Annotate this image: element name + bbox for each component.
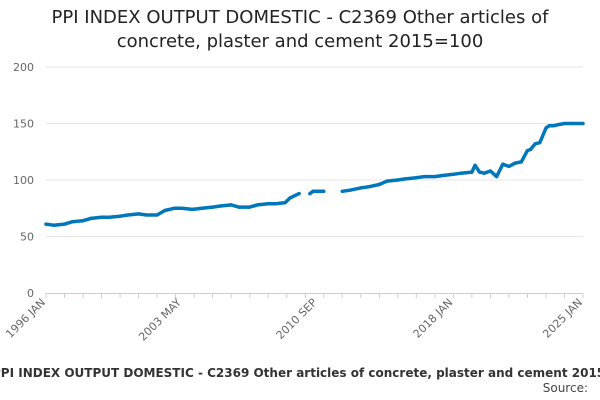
x-tick-label: 2025 JAN bbox=[540, 296, 585, 341]
data-point bbox=[288, 196, 292, 200]
x-tick-label: 2018 JAN bbox=[411, 296, 456, 341]
data-point bbox=[297, 192, 301, 196]
data-point bbox=[422, 175, 426, 179]
data-point bbox=[377, 182, 381, 187]
data-point bbox=[266, 202, 270, 206]
data-point bbox=[451, 172, 455, 176]
data-point bbox=[482, 171, 486, 175]
chart-title: PPI INDEX OUTPUT DOMESTIC - C2369 Other … bbox=[51, 7, 549, 52]
data-point bbox=[62, 222, 67, 226]
chart-caption: PPI INDEX OUTPUT DOMESTIC - C2369 Other … bbox=[0, 364, 600, 384]
data-point bbox=[126, 213, 130, 217]
y-tick-label: 0 bbox=[27, 287, 34, 300]
x-axis bbox=[45, 293, 584, 298]
data-point bbox=[229, 203, 233, 207]
data-point bbox=[118, 214, 122, 218]
caption-text: PPI INDEX OUTPUT DOMESTIC - C2369 Other … bbox=[0, 366, 600, 380]
data-point bbox=[163, 208, 167, 213]
data-point bbox=[385, 179, 389, 183]
data-point bbox=[414, 176, 418, 180]
data-point bbox=[100, 215, 104, 219]
data-point bbox=[501, 162, 505, 166]
data-point bbox=[470, 170, 474, 174]
x-axis-tick-labels: 1996 JAN 2003 MAY 2010 SEP 2018 JAN 2025 JAN bbox=[3, 296, 585, 344]
data-point bbox=[519, 160, 523, 164]
data-point bbox=[478, 170, 482, 174]
data-point bbox=[433, 175, 437, 179]
data-point bbox=[248, 205, 252, 209]
data-point bbox=[581, 121, 585, 126]
x-tick-label: 2010 SEP bbox=[274, 296, 320, 342]
data-point bbox=[507, 164, 511, 168]
data-point bbox=[311, 189, 315, 193]
data-point bbox=[180, 206, 184, 210]
data-point bbox=[155, 213, 159, 217]
data-point bbox=[396, 178, 400, 182]
data-point bbox=[255, 203, 259, 207]
data-point bbox=[403, 177, 408, 181]
data-point bbox=[459, 171, 463, 175]
y-axis-tick-labels: 0 50 100 150 200 bbox=[13, 61, 34, 300]
data-point bbox=[359, 186, 363, 190]
y-tick-label: 150 bbox=[13, 118, 34, 131]
data-point bbox=[44, 222, 48, 226]
series-line bbox=[44, 121, 585, 227]
data-point bbox=[562, 121, 567, 126]
data-point bbox=[322, 189, 326, 193]
y-tick-label: 200 bbox=[13, 61, 34, 74]
data-point bbox=[544, 126, 548, 130]
data-point bbox=[308, 192, 312, 196]
data-point bbox=[533, 142, 537, 146]
gridlines bbox=[46, 66, 583, 237]
data-point bbox=[218, 204, 222, 208]
data-point bbox=[495, 175, 499, 179]
source-label: Source: bbox=[542, 381, 588, 395]
data-point bbox=[237, 205, 241, 209]
data-point bbox=[200, 206, 204, 210]
data-point bbox=[556, 123, 560, 127]
data-point bbox=[488, 169, 492, 173]
data-point bbox=[348, 188, 352, 192]
x-tick-label: 2003 MAY bbox=[136, 296, 184, 344]
data-point bbox=[137, 212, 141, 216]
data-point bbox=[340, 189, 344, 193]
data-point bbox=[316, 189, 320, 193]
series-segment bbox=[340, 121, 585, 194]
y-tick-label: 100 bbox=[13, 174, 34, 187]
data-point bbox=[52, 223, 56, 227]
x-tick-label: 1996 JAN bbox=[3, 296, 48, 341]
data-point bbox=[538, 141, 542, 145]
data-point bbox=[513, 161, 517, 165]
data-point bbox=[107, 215, 111, 219]
data-point bbox=[570, 121, 574, 126]
data-point bbox=[525, 149, 530, 153]
data-point bbox=[274, 202, 278, 206]
data-point bbox=[172, 206, 176, 210]
data-point bbox=[552, 124, 556, 128]
data-point bbox=[292, 194, 296, 198]
data-point bbox=[473, 163, 477, 167]
data-point bbox=[89, 216, 93, 220]
data-point bbox=[547, 124, 551, 128]
data-point bbox=[81, 219, 85, 223]
y-tick-label: 50 bbox=[20, 231, 34, 244]
data-point bbox=[211, 205, 215, 209]
data-point bbox=[366, 185, 371, 189]
data-point bbox=[441, 173, 445, 178]
data-point bbox=[70, 220, 74, 224]
data-point bbox=[144, 213, 148, 217]
series-segment bbox=[308, 189, 326, 196]
data-point bbox=[191, 207, 195, 211]
data-point bbox=[283, 201, 287, 205]
data-point bbox=[528, 147, 533, 152]
